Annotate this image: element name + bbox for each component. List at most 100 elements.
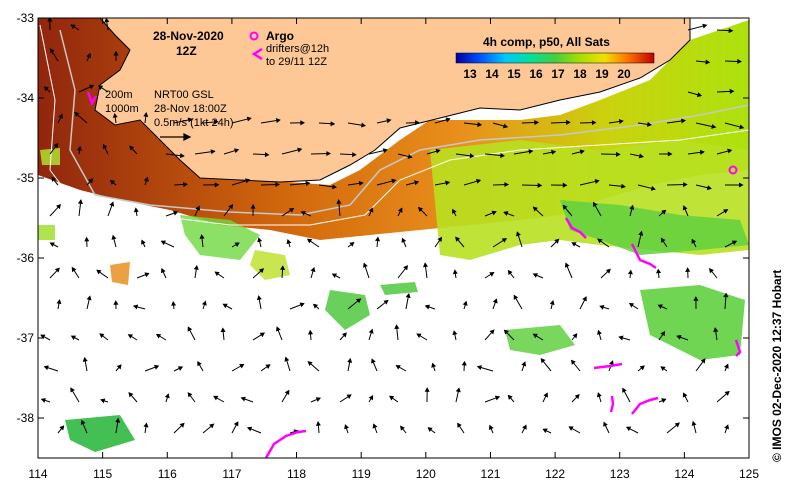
current-vector-head (661, 209, 667, 215)
current-vector-head (233, 421, 239, 427)
current-vector-head (596, 392, 602, 398)
current-vector-head (154, 364, 160, 370)
current-vector-head (80, 419, 86, 425)
drifters-legend-label: drifters@12h (266, 43, 329, 55)
current-vector-head (155, 333, 162, 339)
current-vector-head (43, 365, 49, 371)
bathymetry-1000m (39, 24, 749, 226)
current-vector-head (627, 269, 633, 275)
y-tick-label: -35 (17, 171, 35, 185)
current-vector-head (551, 149, 557, 155)
current-vector-head (566, 119, 571, 125)
current-vector-head (104, 18, 110, 23)
current-vector-head (570, 359, 576, 365)
current-vector-head (693, 296, 699, 301)
current-vector-head (543, 392, 548, 398)
current-vector-head (143, 176, 149, 182)
plot-frame (37, 17, 750, 459)
current-vector-head (239, 364, 245, 369)
map-date: 28-Nov-2020 (153, 29, 224, 43)
current-vector-head (100, 398, 106, 404)
current-vector-head (116, 364, 122, 370)
current-vector-head (702, 23, 708, 29)
current-vector-head (667, 151, 673, 157)
current-vector-head (562, 204, 568, 210)
current-vector-head (597, 238, 603, 244)
current-vector-head (597, 329, 602, 335)
current-vector-head (96, 269, 102, 275)
current-vector-head (199, 234, 205, 239)
current-vector-head (727, 148, 733, 154)
current-vector-head (713, 327, 719, 333)
current-vector-head (579, 149, 585, 155)
current-vector-head (455, 236, 461, 242)
current-vector-head (70, 24, 76, 30)
current-vector-head (97, 85, 104, 90)
current-vector-head (711, 123, 717, 129)
current-vector-head (56, 204, 61, 210)
current-vector-head (657, 304, 663, 309)
current-vector-head (210, 149, 216, 155)
current-vector-head (82, 356, 88, 362)
current-vector-head (476, 365, 482, 371)
credit-text: © IMOS 02-Dec-2020 12:37 Hobart (770, 270, 784, 462)
current-vector-head (403, 265, 409, 271)
current-vector-head (502, 123, 509, 129)
x-tick-label: 125 (739, 467, 759, 481)
current-vector-head (491, 210, 497, 216)
current-vector-head (554, 238, 560, 244)
current-vector-head (347, 357, 353, 363)
current-vector-head (397, 207, 403, 213)
current-vector-head (461, 360, 467, 366)
current-vector-head (245, 178, 251, 184)
x-tick-label: 114 (28, 467, 47, 481)
current-vector-head (77, 199, 83, 204)
current-vector-head (415, 120, 420, 126)
current-vector-head (405, 292, 411, 299)
current-vector-head (618, 335, 624, 341)
current-vector-head (540, 358, 546, 364)
current-vector-head (431, 362, 437, 368)
x-tick-label: 123 (610, 467, 630, 481)
x-axis: 114 115 116 117 118 119 120 121 122 123 124 125 (28, 18, 759, 481)
current-vector-head (71, 266, 77, 273)
current-vector-head (143, 422, 149, 428)
current-vector-head (549, 299, 555, 306)
map-time: 12Z (176, 44, 197, 58)
current-vector-head (59, 425, 65, 431)
current-vector-head (132, 304, 139, 310)
current-vector-head (386, 118, 392, 124)
current-vector-head (312, 303, 319, 309)
current-vector-head (591, 120, 597, 126)
current-vector-head (622, 387, 627, 393)
current-vector-head (414, 180, 420, 186)
current-vector-head (160, 240, 166, 246)
current-vector-head (127, 334, 133, 339)
argo-legend-icon (249, 31, 259, 41)
current-vector-head (115, 417, 121, 423)
colorbar-tick-label: 16 (529, 67, 543, 81)
current-vector-head (532, 333, 538, 339)
current-vector-head (504, 182, 510, 188)
current-vector-head (56, 299, 62, 305)
current-vector-head (144, 272, 150, 278)
current-vector-head (660, 237, 666, 243)
current-vector-head (501, 238, 507, 243)
nrt-product-label: NRT00 GSL (154, 89, 214, 101)
current-vector-head (193, 264, 199, 270)
colorbar-tick-label: 13 (463, 67, 477, 81)
current-vector-head (280, 265, 286, 271)
current-vector-head (609, 360, 614, 366)
current-vector-head (389, 395, 395, 401)
current-vector-head (395, 365, 401, 370)
current-vector-head (723, 209, 729, 214)
current-vector-head (528, 149, 534, 155)
current-vector-head (177, 366, 184, 371)
current-vector-head (346, 394, 352, 399)
current-vector-head (88, 178, 94, 184)
current-vector-head (383, 299, 389, 305)
current-vector-head (213, 119, 219, 125)
drifters-legend-range: to 29/11 12Z (266, 56, 327, 68)
current-vector-head (629, 204, 635, 210)
colorbar-tick-label: 20 (617, 67, 631, 81)
